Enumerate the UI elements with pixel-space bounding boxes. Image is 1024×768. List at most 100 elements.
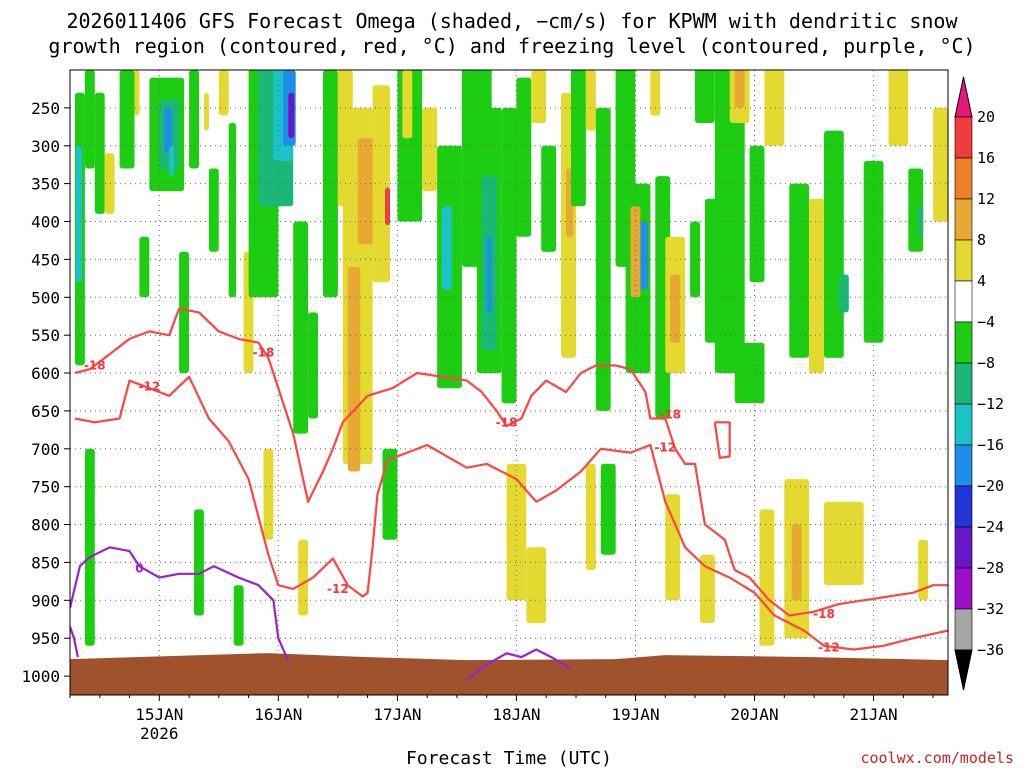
omega-cell	[76, 145, 82, 283]
omega-cell	[640, 221, 648, 290]
freezing-level-contours	[70, 546, 572, 681]
y-tick-label: 300	[31, 137, 60, 156]
colorbar-label: −32	[977, 600, 1004, 618]
colorbar-top-triangle	[954, 76, 973, 118]
omega-cell	[506, 463, 527, 601]
y-tick-label: 600	[31, 364, 60, 383]
freezing-level-contour-line	[70, 626, 79, 658]
omega-cell	[194, 509, 204, 616]
omega-cell	[700, 554, 715, 623]
omega-cell	[918, 539, 929, 601]
x-tick-label: 16JAN	[254, 705, 302, 724]
colorbar-bin	[954, 198, 973, 241]
omega-cell	[288, 92, 295, 139]
freezing-level-contour-line	[70, 546, 290, 662]
colorbar-bin	[954, 116, 973, 159]
dendritic-contour-label: -18	[813, 607, 835, 621]
freezing-level-contour-line	[466, 648, 572, 681]
y-tick-label: 750	[31, 478, 60, 497]
omega-cell	[585, 70, 596, 131]
omega-cell	[189, 70, 199, 169]
x-tick-label: 18JAN	[492, 705, 540, 724]
omega-cell	[84, 448, 95, 646]
colorbar-label: 4	[977, 272, 986, 290]
omega-cell	[233, 585, 244, 646]
omega-cell	[203, 92, 209, 131]
colorbar-label: −24	[977, 518, 1004, 536]
colorbar-label: −12	[977, 395, 1004, 413]
y-tick-label: 1000	[21, 667, 60, 686]
omega-cell	[422, 107, 438, 192]
x-tick-label: 20JAN	[730, 705, 778, 724]
y-tick-label: 400	[31, 213, 60, 232]
colorbar-bin	[954, 526, 973, 569]
omega-cell	[516, 77, 532, 237]
omega-cell	[402, 70, 413, 139]
dendritic-contour-label: -12	[654, 440, 676, 454]
omega-cell	[442, 206, 452, 290]
omega-cell	[385, 187, 390, 226]
colorbar-bin	[954, 280, 973, 323]
omega-cell	[888, 70, 909, 146]
omega-cell	[824, 130, 844, 358]
chart-title-line-2: growth region (contoured, red, °C) and f…	[48, 34, 975, 58]
colorbar-label: 8	[977, 231, 986, 249]
omega-cell	[139, 236, 150, 298]
omega-cell	[734, 70, 745, 108]
omega-cell	[228, 123, 237, 298]
terrain-shape	[70, 653, 948, 695]
colorbar-bin	[954, 362, 973, 405]
omega-cell	[541, 145, 557, 252]
omega-cell	[670, 274, 681, 343]
omega-cell	[357, 138, 378, 245]
omega-cell	[838, 274, 849, 313]
omega-cell	[531, 70, 547, 123]
y-tick-label: 550	[31, 326, 60, 345]
colorbar-label: 16	[977, 149, 995, 167]
y-tick-label: 250	[31, 99, 60, 118]
colorbar-label: −28	[977, 559, 1004, 577]
plot-frame	[69, 69, 949, 696]
omega-cell	[695, 70, 715, 123]
dendritic-contour-line	[713, 421, 731, 459]
colorbar-bin	[954, 608, 973, 651]
y-tick-label: 850	[31, 553, 60, 572]
omega-cell	[933, 107, 948, 222]
colorbar-bin	[954, 157, 973, 200]
dendritic-contour-label: -12	[139, 380, 161, 394]
omega-cell	[824, 501, 864, 586]
omega-cell	[734, 342, 765, 404]
omega-cell	[501, 107, 517, 404]
colorbar-bottom-triangle	[954, 649, 973, 691]
x-tick-sublabel: 2026	[140, 724, 179, 743]
colorbar-label: −4	[977, 313, 995, 331]
x-tick-label: 21JAN	[850, 705, 898, 724]
colorbar-bin	[954, 239, 973, 282]
omega-cell	[764, 70, 785, 146]
omega-cell	[595, 107, 611, 411]
x-axis-title: Forecast Time (UTC)	[406, 748, 612, 768]
dendritic-contour-label: -18	[84, 359, 106, 373]
omega-cell	[372, 85, 390, 283]
omega-cell	[714, 70, 745, 373]
grid-lines	[70, 70, 948, 695]
freezing-contour-label: 0	[135, 562, 143, 576]
dendritic-contour-label: -18	[253, 346, 275, 360]
colorbar-label: −8	[977, 354, 995, 372]
x-tick-label: 19JAN	[611, 705, 659, 724]
omega-cell	[119, 70, 135, 169]
omega-cell	[809, 198, 824, 373]
omega-cell	[585, 463, 596, 570]
omega-cell	[169, 145, 175, 177]
y-tick-label: 800	[31, 516, 60, 535]
omega-cell	[84, 70, 95, 169]
y-tick-label: 500	[31, 288, 60, 307]
x-tick-label: 17JAN	[373, 705, 421, 724]
omega-cell	[526, 547, 547, 624]
omega-cell	[486, 236, 492, 313]
colorbar-bin	[954, 321, 973, 364]
omega-cell	[382, 448, 398, 540]
terrain-fill	[70, 653, 948, 695]
